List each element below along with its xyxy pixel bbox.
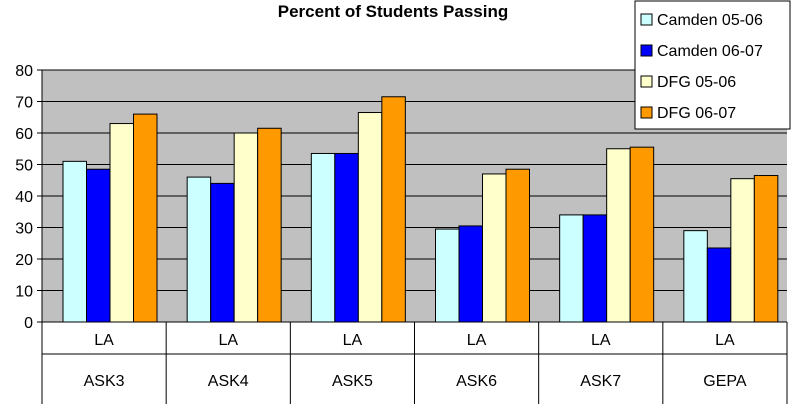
bar (730, 178, 755, 323)
bar (257, 127, 282, 323)
bar (381, 96, 406, 323)
legend-swatch (640, 13, 653, 26)
category-label-top: LA (218, 332, 238, 349)
bar (559, 214, 584, 323)
category-label-top: LA (343, 332, 363, 349)
y-tick-label: 40 (15, 189, 33, 206)
bar (683, 230, 708, 323)
y-tick-label: 60 (15, 126, 33, 143)
legend-label: Camden 06-07 (657, 43, 763, 60)
bar (606, 148, 631, 323)
legend-label: DFG 05-06 (657, 74, 736, 91)
bar (62, 160, 87, 323)
legend-label: Camden 05-06 (657, 12, 763, 29)
bar (86, 168, 111, 323)
bar (233, 132, 259, 323)
legend-box (634, 0, 791, 130)
bar (482, 173, 507, 323)
bar (629, 146, 655, 323)
chart-title: Percent of Students Passing (278, 2, 509, 21)
bar (210, 182, 235, 323)
category-label-bottom: ASK4 (208, 373, 249, 390)
bar (706, 247, 732, 323)
category-label-bottom: ASK5 (332, 373, 373, 390)
bar (458, 225, 483, 323)
legend-swatch (640, 75, 653, 88)
bar (310, 152, 336, 323)
category-label-top: LA (591, 332, 611, 349)
bar (753, 175, 779, 323)
category-label-top: LA (467, 332, 487, 349)
legend-label: DFG 06-07 (657, 105, 736, 122)
y-tick-label: 30 (15, 221, 33, 238)
legend-swatch (640, 44, 653, 57)
bar (582, 214, 608, 323)
category-label-bottom: ASK7 (580, 373, 621, 390)
category-label-top: LA (715, 332, 735, 349)
bar (435, 228, 460, 323)
bar (186, 176, 212, 323)
bar (505, 168, 530, 323)
y-tick-label: 70 (15, 95, 33, 112)
y-tick-label: 50 (15, 158, 33, 175)
legend: Camden 05-06 Camden 06-07 DFG 05-06 DFG 06-… (634, 0, 791, 130)
bar (109, 123, 134, 323)
bar (133, 113, 158, 323)
category-label-bottom: ASK6 (456, 373, 497, 390)
y-tick-label: 20 (15, 252, 33, 269)
category-label-bottom: ASK3 (84, 373, 125, 390)
bar (357, 112, 383, 323)
bar (334, 152, 359, 323)
y-tick-label: 10 (15, 284, 33, 301)
y-tick-label: 80 (15, 63, 33, 80)
legend-swatch (640, 106, 653, 119)
category-label-bottom: GEPA (703, 373, 747, 390)
category-label-top: LA (94, 332, 114, 349)
y-tick-label: 0 (24, 315, 33, 332)
